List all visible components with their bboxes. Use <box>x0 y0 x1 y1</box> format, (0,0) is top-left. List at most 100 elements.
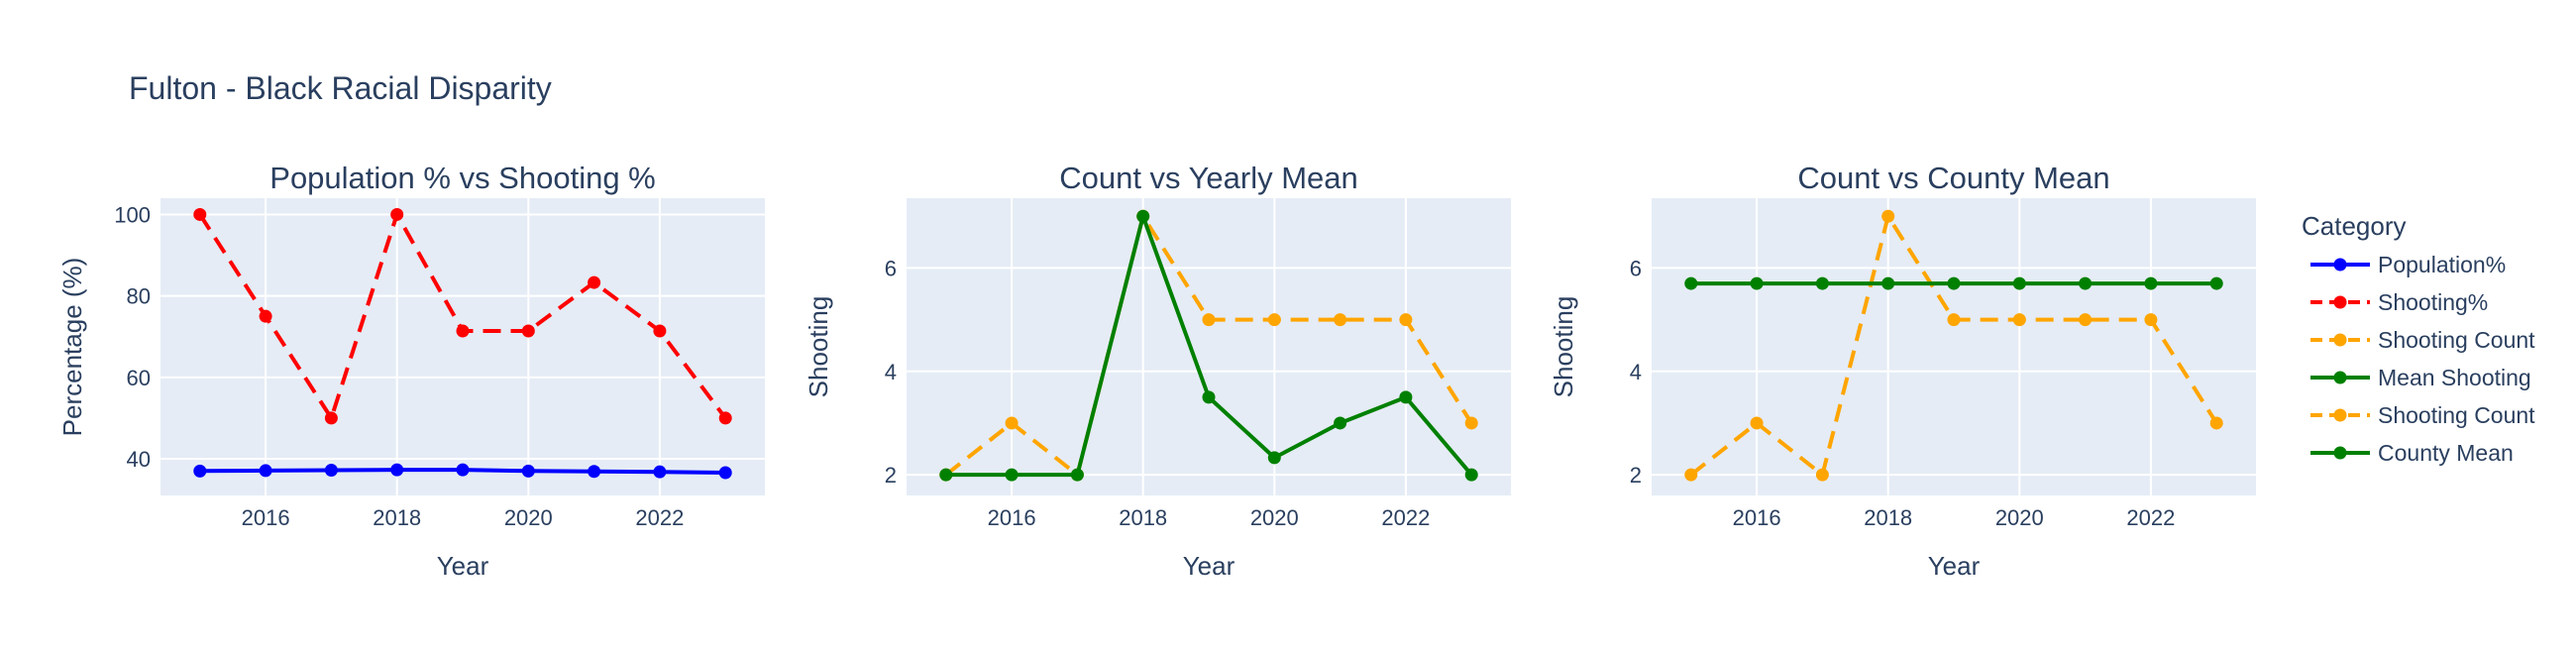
y-tick-label: 6 <box>885 256 897 280</box>
data-point <box>390 207 404 221</box>
x-axis-label: Year <box>1928 551 1981 581</box>
data-point <box>653 465 667 479</box>
data-point <box>521 464 535 478</box>
series-mean-shooting <box>939 209 1478 482</box>
legend-label: Shooting% <box>2378 289 2488 315</box>
x-tick-label: 2018 <box>1864 505 1912 530</box>
y-tick-label: 40 <box>127 447 151 472</box>
x-tick-label: 2020 <box>1995 505 2044 530</box>
legend-item[interactable]: Shooting% <box>2310 289 2488 315</box>
legend-swatch-marker <box>2333 408 2347 422</box>
data-point <box>1005 468 1019 482</box>
legend-item[interactable]: County Mean <box>2310 440 2514 466</box>
data-point <box>718 411 732 425</box>
data-point <box>456 324 470 338</box>
data-point <box>2079 276 2093 290</box>
data-point <box>259 309 272 323</box>
data-point <box>1881 276 1895 290</box>
y-tick-label: 6 <box>1630 256 1642 280</box>
data-point <box>1334 416 1347 430</box>
plot-area <box>1652 198 2256 495</box>
data-point <box>2079 313 2093 327</box>
data-point <box>1399 313 1413 327</box>
subplots: 2016 2018 2020 2022 40 60 80 100 Population % vs… <box>57 161 2256 581</box>
y-tick-label: 2 <box>1630 463 1642 488</box>
y-tick-label: 100 <box>114 202 151 227</box>
legend-items[interactable]: Population% Shooting% Shooting Count Mean S… <box>2310 252 2535 466</box>
series-population- <box>193 463 732 480</box>
data-point <box>193 207 207 221</box>
data-point <box>1750 276 1764 290</box>
y-axis-label: Shooting <box>1549 296 1578 398</box>
data-point <box>1684 276 1698 290</box>
legend-label: Mean Shooting <box>2378 365 2531 390</box>
legend-swatch-marker <box>2333 333 2347 347</box>
data-point <box>456 463 470 477</box>
x-tick-label: 2022 <box>1381 505 1430 530</box>
data-point <box>718 466 732 480</box>
legend-label: Shooting Count <box>2378 402 2535 428</box>
data-point <box>2209 276 2223 290</box>
data-point <box>588 465 601 479</box>
data-point <box>1267 451 1281 465</box>
data-point <box>1005 416 1019 430</box>
y-tick-label: 60 <box>127 366 151 390</box>
subplot-title: Count vs County Mean <box>1797 161 2109 195</box>
data-point <box>1881 209 1895 223</box>
data-point <box>1947 276 1961 290</box>
data-point <box>1815 276 1829 290</box>
data-point <box>2144 313 2158 327</box>
data-point <box>193 464 207 478</box>
data-point <box>324 411 338 425</box>
data-point <box>324 464 338 478</box>
legend-item[interactable]: Shooting Count <box>2310 327 2535 353</box>
x-axis-label: Year <box>1183 551 1235 581</box>
subplot-1: 2016 2018 2020 2022 40 60 80 100 Population % vs… <box>57 161 765 581</box>
legend[interactable]: Category Population% Shooting% Shooting Co… <box>2302 211 2535 466</box>
data-point <box>939 468 953 482</box>
data-point <box>521 324 535 338</box>
legend-swatch-marker <box>2333 295 2347 309</box>
data-point <box>1399 390 1413 404</box>
y-tick-label: 4 <box>885 360 897 384</box>
x-tick-label: 2020 <box>1250 505 1299 530</box>
legend-item[interactable]: Shooting Count <box>2310 402 2535 428</box>
legend-item[interactable]: Mean Shooting <box>2310 365 2531 390</box>
data-point <box>1815 468 1829 482</box>
data-point <box>1464 468 1478 482</box>
data-point <box>1334 313 1347 327</box>
subplot-3: 2016 2018 2020 2022 2 4 6 Count vs County Mean Y… <box>1549 161 2256 581</box>
data-point <box>2144 276 2158 290</box>
legend-swatch-marker <box>2333 258 2347 272</box>
data-point <box>2209 416 2223 430</box>
series-county-mean <box>1684 276 2223 290</box>
legend-label: County Mean <box>2378 440 2514 466</box>
data-point <box>259 464 272 478</box>
x-tick-label: 2016 <box>988 505 1036 530</box>
y-axis-label: Shooting <box>804 296 833 398</box>
x-tick-label: 2016 <box>1733 505 1781 530</box>
legend-swatch-marker <box>2333 371 2347 384</box>
data-point <box>2012 276 2026 290</box>
data-point <box>588 275 601 289</box>
data-point <box>390 463 404 477</box>
legend-label: Population% <box>2378 252 2506 277</box>
legend-label: Shooting Count <box>2378 327 2535 353</box>
figure-title: Fulton - Black Racial Disparity <box>129 70 552 106</box>
subplot-title: Population % vs Shooting % <box>269 161 655 195</box>
data-point <box>1750 416 1764 430</box>
data-point <box>1070 468 1084 482</box>
data-point <box>2012 313 2026 327</box>
x-tick-label: 2018 <box>1119 505 1167 530</box>
x-tick-label: 2022 <box>2126 505 2175 530</box>
y-axis-label: Percentage (%) <box>57 258 87 437</box>
data-point <box>653 324 667 338</box>
subplot-2: 2016 2018 2020 2022 2 4 6 Count vs Yearly Mean Y… <box>804 161 1511 581</box>
x-tick-label: 2016 <box>242 505 290 530</box>
subplot-title: Count vs Yearly Mean <box>1059 161 1358 195</box>
legend-item[interactable]: Population% <box>2310 252 2506 277</box>
series-shooting-count <box>939 209 1478 482</box>
x-tick-label: 2018 <box>373 505 421 530</box>
data-point <box>1947 313 1961 327</box>
